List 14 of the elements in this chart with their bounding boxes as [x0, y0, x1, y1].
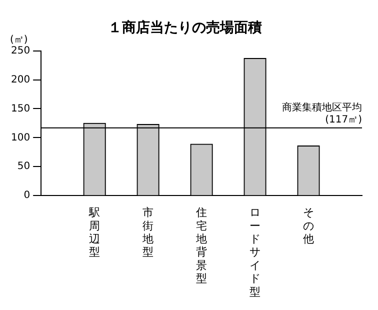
x-tick-label: 市街地型 [142, 206, 154, 259]
y-tick-label: 100 [10, 132, 30, 144]
y-axis-title: (㎡) [10, 34, 28, 46]
x-tick-label: ロードサイド型 [250, 206, 261, 298]
y-tick-label: 0 [24, 190, 30, 202]
x-tick-label: その他 [303, 206, 314, 246]
x-tick-label: 駅周辺型 [88, 206, 100, 259]
y-tick-label: 50 [17, 161, 30, 172]
x-tick-label: 住宅地背景型 [195, 206, 208, 286]
chart-title: １商店当たりの売場面積 [108, 19, 262, 36]
y-tick-label: 150 [10, 103, 30, 114]
ref-line-label: 商業集積地区平均 (117㎡) [282, 101, 362, 126]
y-tick-label: 200 [10, 74, 30, 86]
y-tick-label: 250 [10, 45, 30, 56]
